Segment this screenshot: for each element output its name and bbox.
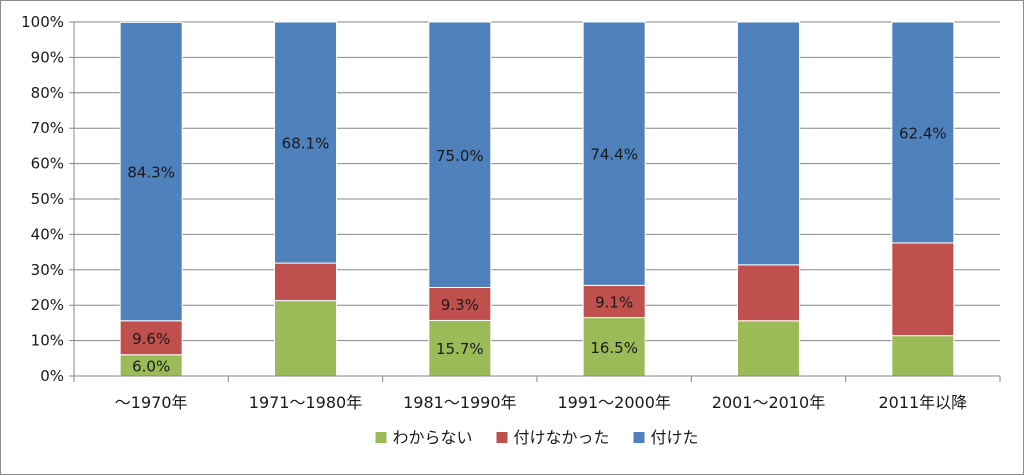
y-tick-label: 70% [31,119,64,137]
bar-segment [891,21,955,244]
y-tick-label: 30% [31,261,64,279]
bar-segment [737,320,800,377]
gridlines [74,21,1000,342]
legend-swatch [375,432,387,443]
data-label: 6.0% [132,357,170,375]
x-category-label: 2001～2010年 [712,393,825,412]
data-label: 75.0% [436,147,484,165]
bar-segment [428,21,492,288]
bar-segment [891,335,955,377]
legend-label: 付けた [651,428,699,447]
x-category-label: 1991～2000年 [557,393,670,412]
data-label: 16.5% [590,339,638,357]
data-label: 9.1% [595,293,633,311]
legend-swatch [496,432,508,443]
data-label: 74.4% [590,146,638,164]
x-category-label: ～1970年 [115,393,188,412]
bar-segment [119,21,183,322]
data-label: 68.1% [282,135,330,153]
bar-segment [119,320,183,356]
x-category-label: 1971～1980年 [249,393,362,412]
legend-label: 付けなかった [514,428,610,447]
bar-segment [737,21,800,266]
data-label: 9.6% [132,330,170,348]
bar-segment [737,264,800,322]
y-tick-label: 80% [31,84,64,102]
data-label: 15.7% [436,340,484,358]
data-labels: 6.0% 9.6% 84.3% 68.1% 15.7% 9.3% 75.0% 16.5% 9.1… [127,124,946,375]
y-tick-label: 100% [21,13,64,31]
data-label: 9.3% [441,296,479,314]
bar-segment [428,287,492,321]
data-label: 62.4% [899,124,947,142]
y-tick-label: 60% [31,155,64,173]
y-tick-label: 50% [31,190,64,208]
legend-label: わからない [393,428,473,447]
axes: 0% 10% 20% 30% 40% 50% 60% 70% 80% 90% 100% ～1970年 1… [21,13,1001,412]
x-category-label: 2011年以降 [878,393,967,412]
y-tick-label: 40% [31,225,64,243]
bar-segment [274,300,337,377]
y-tick-label: 10% [31,332,64,350]
x-category-label: 1981～1990年 [403,393,516,412]
y-tick-label: 90% [31,48,64,66]
data-label: 84.3% [127,164,175,182]
legend-swatch [633,432,645,443]
bar-segment [891,242,955,337]
bar-segment [274,262,337,302]
bar-segment [582,21,646,286]
bar-segment [428,319,492,377]
bar-segment [274,21,337,264]
y-tick-label: 20% [31,296,64,314]
y-tick-label: 0% [40,367,64,385]
legend: わからない 付けなかった 付けた [375,428,699,447]
bars [119,21,955,377]
